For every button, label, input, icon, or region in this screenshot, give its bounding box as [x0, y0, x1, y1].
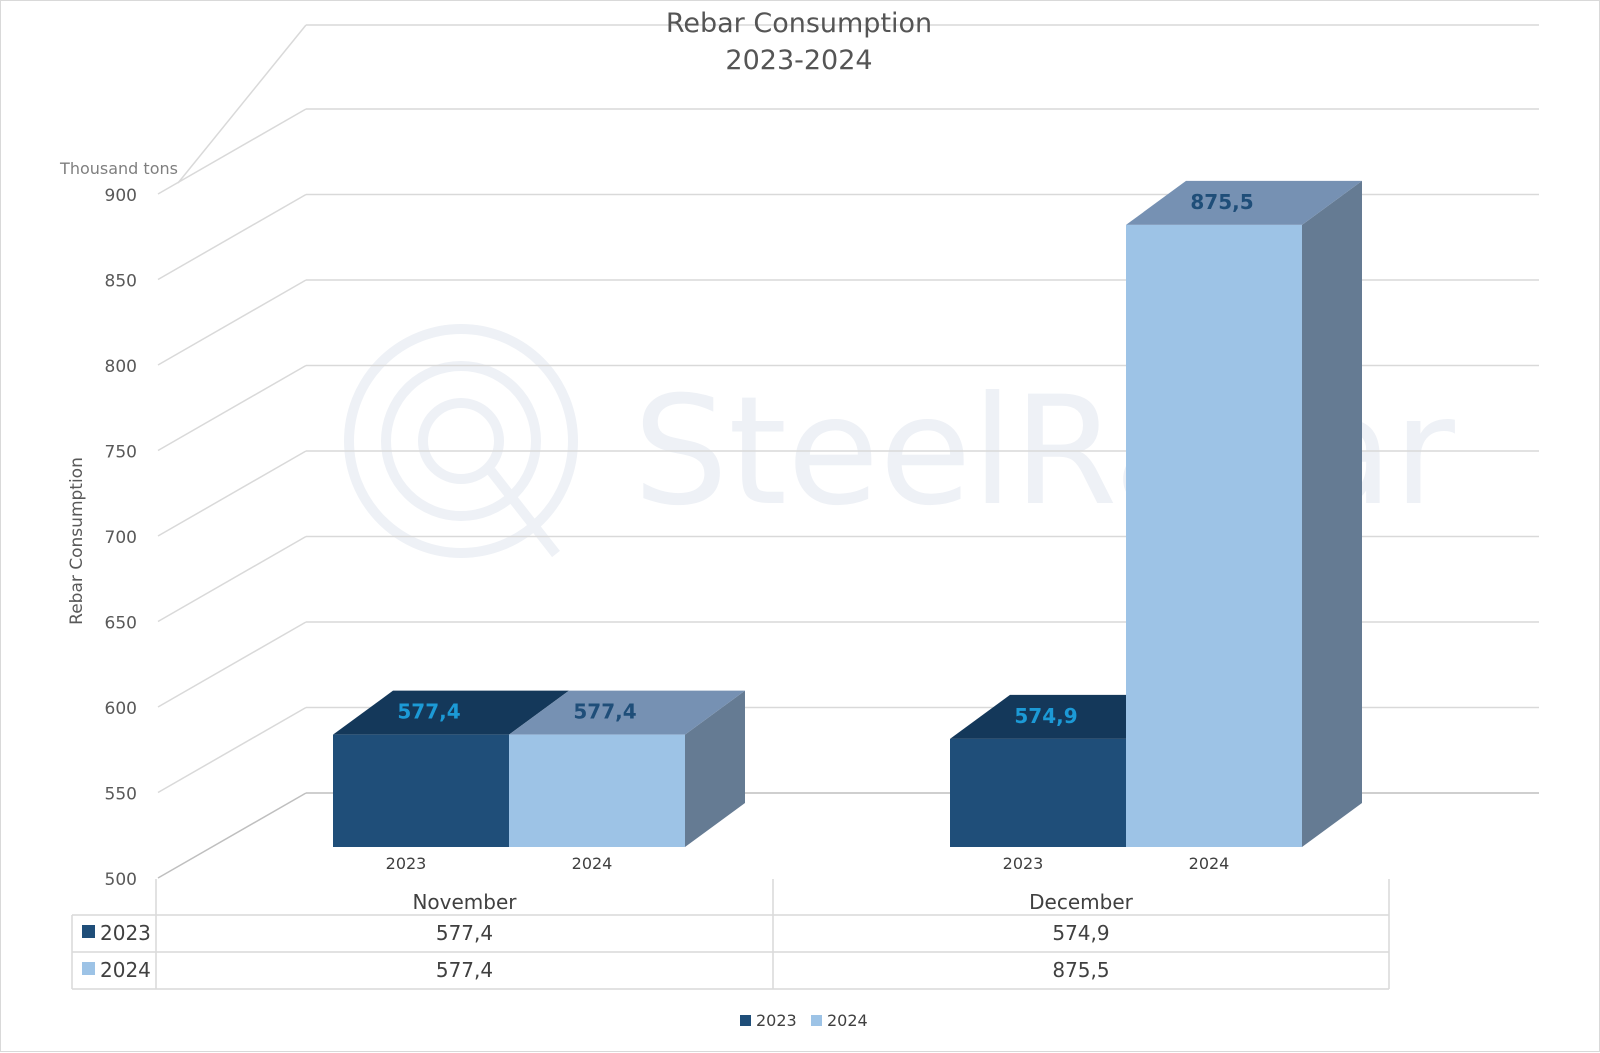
gridline-side-700	[157, 450, 307, 537]
y-tick-label-500: 500	[105, 870, 137, 890]
data-table: November December 2023 577,4 574,9 2024 577,4 8…	[71, 879, 1390, 990]
table-cell-2023-november: 577,4	[436, 921, 493, 945]
bar-sub-label-december-2024: 2024	[1189, 854, 1230, 873]
gridline-side-600	[157, 621, 307, 708]
bar-sub-label-november-2024: 2024	[572, 854, 613, 873]
y-tick-label-800: 800	[105, 357, 137, 377]
bar-front-face	[509, 734, 685, 847]
y-tick-label-900: 900	[105, 186, 137, 206]
chart-title-line2: 2023-2024	[725, 45, 872, 76]
data-label-november-2023: 577,4	[397, 700, 460, 724]
chart-walls	[177, 24, 1539, 184]
table-row-header-2023: 2023	[100, 921, 151, 945]
bar-december-2024: 875,5 2024	[1126, 180, 1362, 873]
data-label-december-2023: 574,9	[1014, 704, 1077, 728]
bar-side-face	[685, 690, 745, 847]
table-cell-2024-november: 577,4	[436, 958, 493, 982]
y-tick-label-650: 650	[105, 614, 137, 634]
y-tick-label-700: 700	[105, 528, 137, 548]
gridline-side-550	[157, 706, 307, 794]
bar-front-face	[950, 738, 1126, 847]
bar-sub-label-december-2023: 2023	[1003, 854, 1044, 873]
watermark-ring-inner	[418, 398, 504, 484]
category-label-november: November	[412, 890, 517, 914]
table-key-swatch-2023	[82, 925, 95, 938]
bar-front-face	[1126, 224, 1302, 847]
y-tick-label-750: 750	[105, 443, 137, 463]
bar-front-face	[333, 734, 509, 847]
bars: 577,4 2023 577,4 2024 574,9 2023 875,5 2024	[333, 180, 1362, 873]
bar-november-2023: 577,4 2023	[333, 690, 569, 873]
y-axis-unit-label: Thousand tons	[59, 159, 178, 178]
y-axis-ticks: 500 550 600 650 700 750 800 850 900	[105, 186, 137, 890]
gridline-side-650	[157, 535, 307, 623]
legend-label-2024: 2024	[827, 1011, 868, 1030]
y-axis-title: Rebar Consumption	[67, 457, 87, 625]
table-row-header-2024: 2024	[100, 958, 151, 982]
gridline-side-900	[157, 108, 307, 195]
table-key-swatch-2024	[82, 962, 95, 975]
bar-sub-label-november-2023: 2023	[386, 854, 427, 873]
legend-swatch-2023	[740, 1015, 751, 1026]
legend: 2023 2024	[740, 1011, 868, 1030]
bar-top-face	[509, 690, 745, 735]
y-tick-label-600: 600	[105, 699, 137, 719]
bar-side-face	[1302, 180, 1362, 847]
y-tick-label-850: 850	[105, 272, 137, 292]
watermark-ring-outer	[344, 324, 578, 558]
legend-swatch-2024	[811, 1015, 822, 1026]
gridline-side-850	[157, 193, 307, 281]
y-tick-label-550: 550	[105, 785, 137, 805]
side-wall-top-edge	[177, 24, 307, 184]
category-label-december: December	[1029, 890, 1133, 914]
chart-title-line1: Rebar Consumption	[666, 8, 932, 39]
data-label-november-2024: 577,4	[573, 700, 636, 724]
watermark-pointer	[487, 467, 560, 558]
table-cell-2024-december: 875,5	[1052, 958, 1109, 982]
gridline-side-500	[157, 792, 307, 879]
gridline-side-750	[157, 364, 307, 452]
bar-top-face	[1126, 180, 1362, 225]
gridline-side-800	[157, 279, 307, 366]
data-label-december-2024: 875,5	[1190, 190, 1253, 214]
legend-label-2023: 2023	[756, 1011, 797, 1030]
bar-november-2024: 577,4 2024	[509, 690, 745, 873]
table-cell-2023-december: 574,9	[1052, 921, 1109, 945]
bar-top-face	[333, 690, 569, 735]
